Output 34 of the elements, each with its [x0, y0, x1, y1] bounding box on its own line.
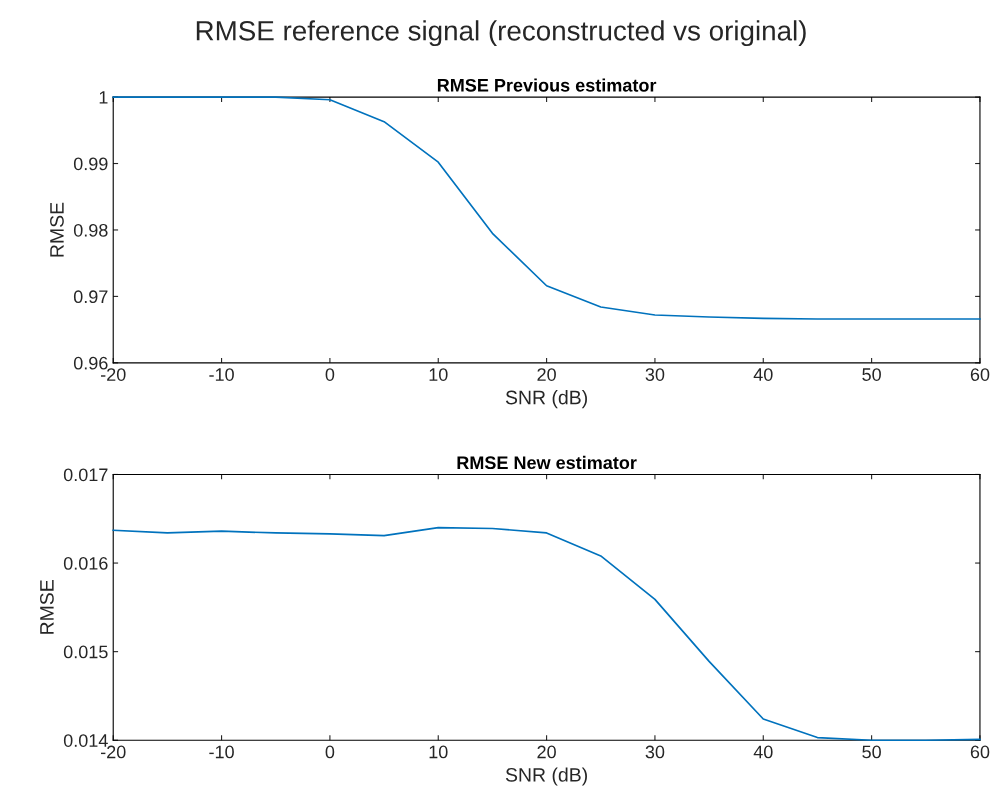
x-tick-label: 30: [645, 368, 665, 381]
y-tick-label: 0.96: [73, 356, 108, 370]
x-tick-label: 0: [325, 368, 335, 381]
y-tick-label: 0.99: [73, 157, 108, 171]
x-tick-label: 20: [537, 368, 556, 381]
x-tick-label: 50: [862, 745, 881, 759]
x-tick-label: 60: [970, 368, 990, 381]
x-axis-title: SNR (dB): [505, 767, 587, 786]
x-tick-label: -10: [209, 745, 234, 759]
x-tick-label: 20: [537, 745, 556, 759]
x-tick-label: -10: [209, 368, 234, 381]
x-tick-label: 0: [325, 745, 335, 759]
y-tick-label: 0.017: [63, 468, 108, 482]
x-tick-label: 10: [429, 368, 448, 381]
y-axis-title: RMSE: [50, 202, 64, 257]
y-tick-label: 0.014: [63, 734, 108, 747]
x-tick-label: 10: [429, 745, 448, 759]
x-tick-label: 60: [970, 745, 990, 759]
y-tick-label: 0.016: [63, 556, 108, 570]
y-tick-label: 0.015: [63, 645, 108, 659]
chart-title: RMSE Previous estimator: [437, 78, 657, 92]
x-tick-label: 40: [753, 745, 773, 759]
y-axis-title: RMSE: [40, 580, 54, 634]
x-axis-title: SNR (dB): [505, 390, 587, 409]
y-tick-label: 0.98: [73, 223, 108, 237]
x-tick-label: 50: [862, 368, 881, 381]
x-tick-label: -20: [100, 368, 126, 381]
x-tick-label: 30: [645, 745, 665, 759]
x-tick-label: -20: [100, 745, 126, 759]
y-tick-label: 1: [99, 91, 108, 104]
chart-title: RMSE New estimator: [457, 455, 637, 470]
text: RMSE reference signal (reconstructed vs original): [196, 20, 806, 47]
x-tick-label: 40: [753, 368, 773, 381]
y-tick-label: 0.97: [73, 290, 108, 304]
